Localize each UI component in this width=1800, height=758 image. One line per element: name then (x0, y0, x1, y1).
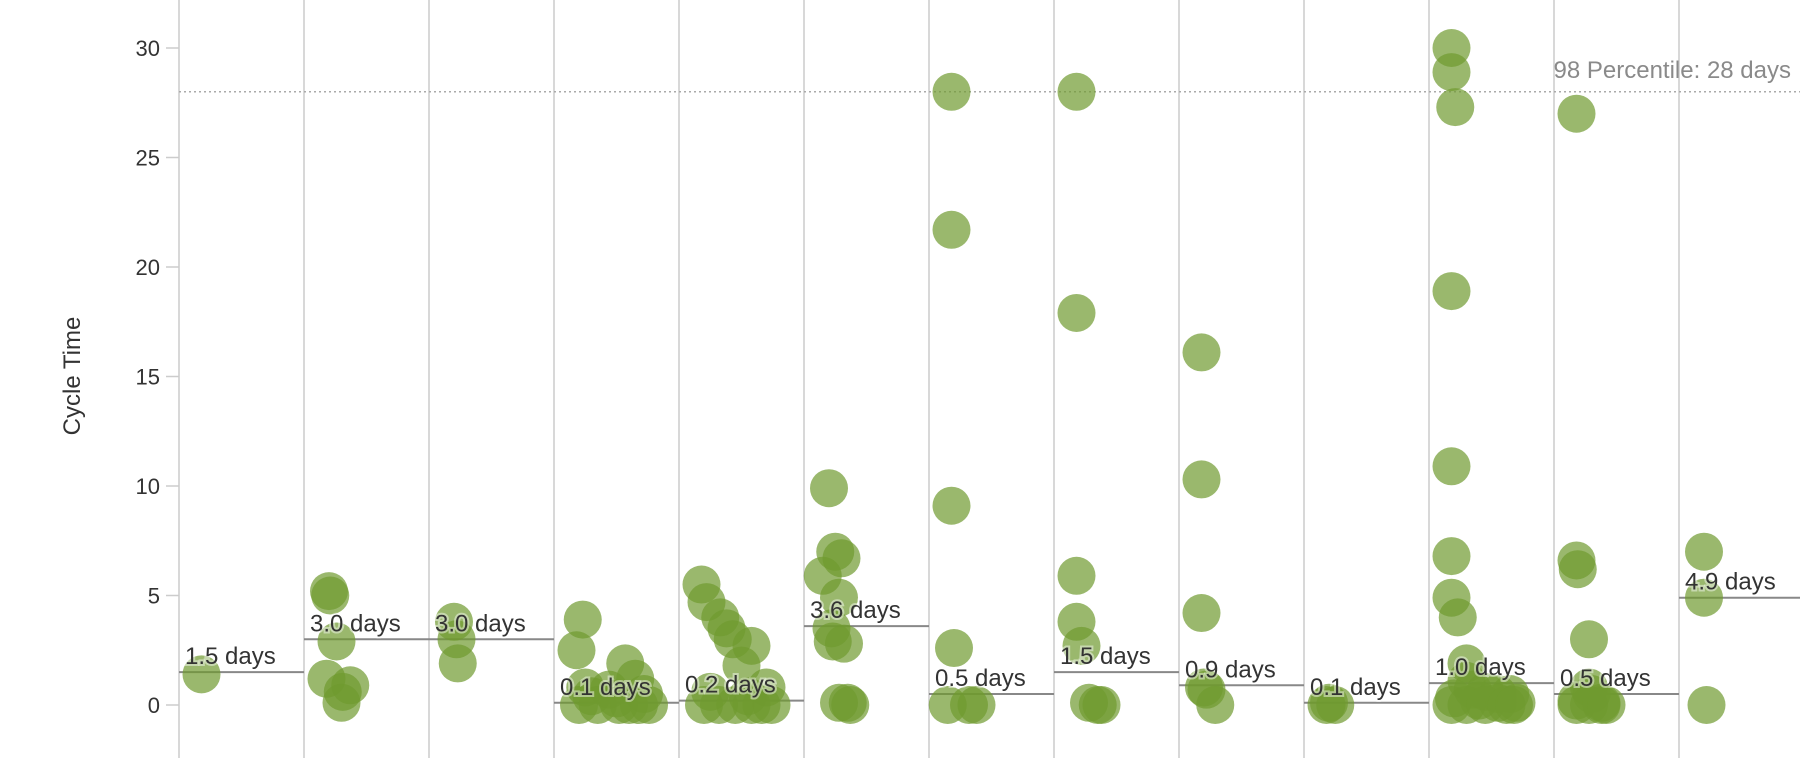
median-label: 3.6 days (810, 597, 901, 624)
data-point (935, 629, 973, 668)
median-label: 0.1 days (1310, 674, 1401, 701)
y-tick-label: 5 (148, 584, 160, 609)
y-tick-label: 15 (136, 365, 160, 390)
data-point (932, 486, 971, 525)
median-label: 1.5 days (185, 643, 276, 670)
data-point (317, 622, 356, 661)
data-point (182, 655, 221, 694)
data-point (1438, 598, 1477, 637)
grid-layer (178, 0, 1680, 758)
median-label: 3.0 days (435, 610, 526, 637)
y-tick-label: 25 (136, 146, 160, 171)
data-point (1057, 556, 1096, 595)
data-point (1196, 686, 1235, 724)
median-label: 0.9 days (1185, 656, 1276, 683)
data-point (1432, 537, 1471, 576)
y-tick-label: 20 (136, 255, 160, 280)
data-point (932, 72, 971, 111)
data-point (932, 210, 971, 249)
data-point (1307, 686, 1346, 724)
data-point (557, 631, 596, 670)
median-label: 0.2 days (685, 672, 776, 699)
data-point (722, 646, 761, 685)
median-label: 3.0 days (310, 610, 401, 637)
data-point (831, 686, 870, 724)
data-point (1432, 272, 1471, 311)
data-point (311, 576, 350, 615)
data-point (1685, 578, 1723, 617)
data-point (1570, 620, 1608, 659)
data-point (820, 578, 858, 617)
data-point (322, 683, 361, 722)
data-point (630, 686, 668, 724)
data-point (1057, 72, 1096, 111)
data-point (1558, 550, 1597, 589)
y-tick-label: 0 (148, 693, 160, 718)
y-axis: Cycle Time 0 5 10 15 20 25 30 (59, 36, 179, 718)
data-point (1062, 626, 1101, 665)
percentile-label: 98 Percentile: 28 days (1554, 57, 1791, 84)
data-point (1432, 447, 1471, 486)
median-label: 0.5 days (935, 665, 1026, 692)
median-label: 1.5 days (1060, 643, 1151, 670)
data-point (1587, 686, 1626, 724)
data-point (1687, 686, 1726, 724)
median-label: 1.0 days (1435, 654, 1526, 681)
y-tick-label: 30 (136, 36, 160, 61)
median-label: 4.9 days (1685, 569, 1776, 596)
data-point (1685, 532, 1723, 571)
data-point (438, 644, 477, 683)
data-point (1436, 88, 1475, 127)
data-point (1182, 460, 1221, 499)
data-point (825, 624, 863, 663)
median-label: 0.1 days (560, 674, 651, 701)
data-point (563, 600, 602, 639)
data-point (752, 686, 791, 724)
data-point (1057, 293, 1096, 332)
y-axis-label: Cycle Time (59, 317, 86, 436)
median-label: 0.5 days (1560, 665, 1651, 692)
data-point (1182, 594, 1221, 633)
y-tick-label: 10 (136, 474, 160, 499)
data-point (1495, 686, 1533, 724)
data-point (957, 686, 996, 724)
data-point (1182, 333, 1221, 372)
point-layer (182, 29, 1726, 724)
data-point (1082, 686, 1121, 724)
data-point (810, 469, 848, 508)
label-layer: 1.5 days 3.0 days 3.0 days 0.1 days 0.2 days… (183, 57, 1791, 703)
data-point (1432, 53, 1471, 92)
data-point (1557, 94, 1596, 133)
